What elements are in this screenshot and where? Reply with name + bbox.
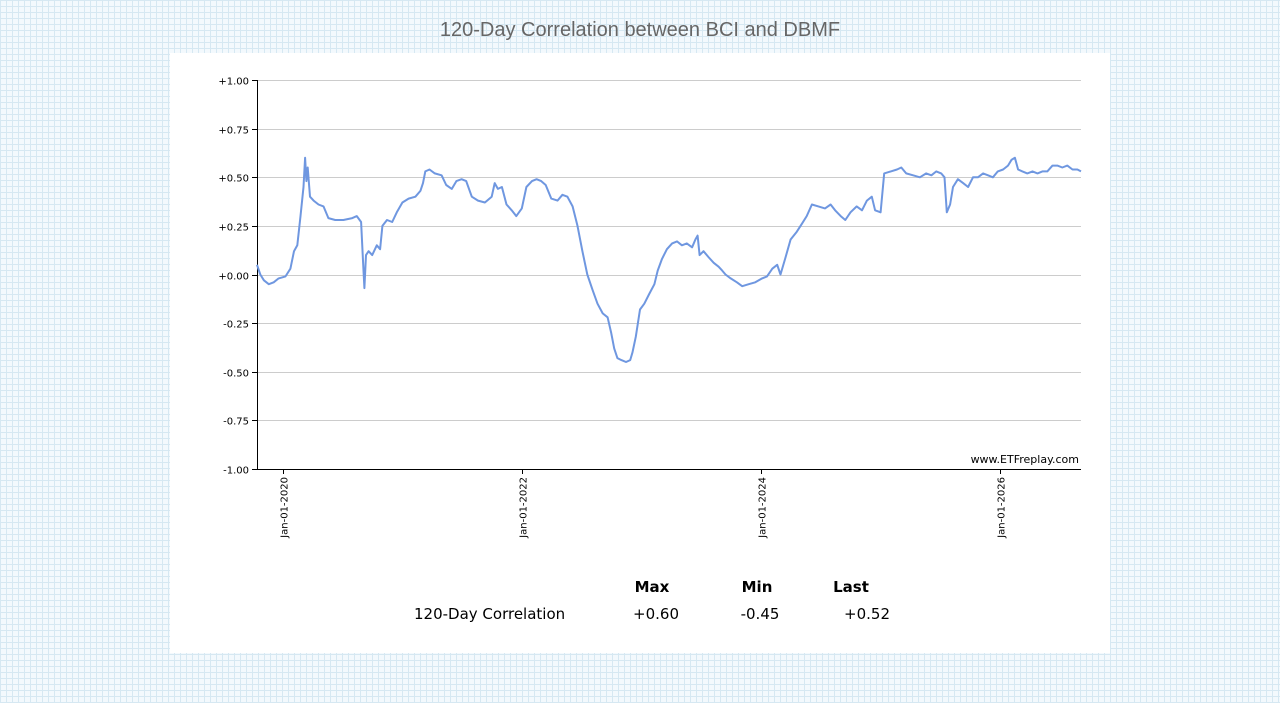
y-tick-label: +0.00 [218, 272, 249, 283]
x-tick-label: Jan-01-2022 [519, 477, 530, 539]
chart-title: 120-Day Correlation between BCI and DBMF [439, 19, 841, 41]
stats-value-max: +0.60 [633, 605, 679, 623]
grid-lines [257, 80, 1081, 421]
x-tick-label: Jan-01-2020 [280, 477, 291, 539]
stats-value-min: -0.45 [740, 605, 780, 623]
stats-value-last: +0.52 [844, 605, 890, 623]
stats-header-min: Min [741, 578, 773, 596]
stats-header-last: Last [833, 578, 869, 596]
correlation-line-chart: +1.00 +0.75 +0.50 +0.25 +0.00 -0.25 -0.50 -0.75… [218, 77, 1082, 539]
stats-row-label: 120-Day Correlation [414, 605, 566, 623]
x-tick-label: Jan-01-2026 [997, 477, 1008, 539]
stats-header-max: Max [634, 578, 670, 596]
y-tick-label: +1.00 [218, 77, 249, 88]
y-tick-label: +0.75 [218, 126, 249, 137]
y-tick-label: -0.75 [223, 417, 249, 428]
y-tick-label: -1.00 [223, 466, 249, 477]
y-tick-label: -0.25 [223, 320, 249, 331]
watermark: www.ETFreplay.com [971, 453, 1079, 466]
x-tick-label: Jan-01-2024 [758, 477, 769, 539]
y-axis-ticks: +1.00 +0.75 +0.50 +0.25 +0.00 -0.25 -0.50 -0.75… [218, 77, 257, 477]
series-line-120-day-correlation [256, 156, 1082, 363]
chart-panel: +1.00 +0.75 +0.50 +0.25 +0.00 -0.25 -0.50 -0.75… [170, 53, 1110, 653]
y-tick-label: +0.50 [218, 174, 249, 185]
y-tick-label: +0.25 [218, 223, 249, 234]
stats-table: Max Min Last 120-Day Correlation +0.60 -… [170, 53, 1110, 653]
y-tick-label: -0.50 [223, 369, 249, 380]
